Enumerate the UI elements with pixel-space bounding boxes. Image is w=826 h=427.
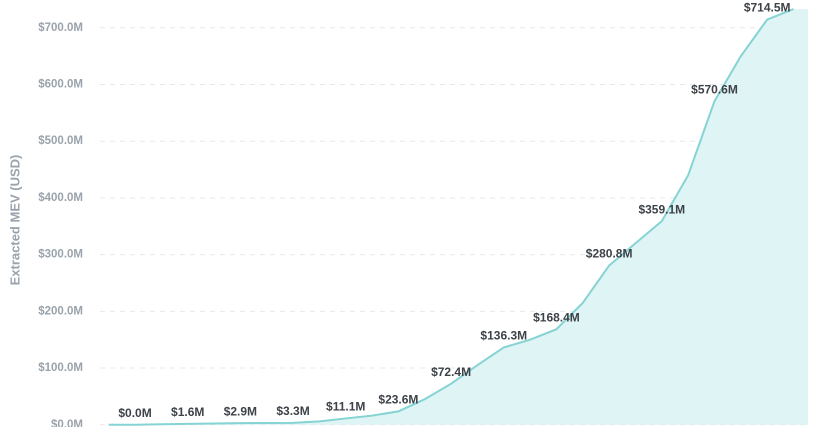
y-tick-label: $600.0M: [38, 79, 83, 91]
value-label: $1.6M: [171, 405, 204, 419]
value-label: $570.6M: [691, 82, 738, 96]
value-label: $2.9M: [224, 404, 257, 418]
value-label: $3.3M: [276, 404, 309, 418]
value-label: $359.1M: [638, 202, 685, 216]
value-label: $714.5M: [744, 1, 791, 15]
y-tick-label: $300.0M: [38, 249, 83, 261]
value-label: $11.1M: [326, 400, 365, 414]
y-tick-label: $400.0M: [38, 192, 83, 204]
y-tick-label: $200.0M: [38, 305, 83, 317]
area-line: [108, 8, 794, 426]
y-axis-title: Extracted MEV (USD): [7, 155, 22, 286]
y-tick-label: $0.0M: [51, 419, 83, 427]
y-tick-label: $100.0M: [38, 362, 83, 374]
value-label: $72.4M: [431, 365, 471, 379]
area-fill: [108, 9, 809, 425]
y-tick-label: $500.0M: [38, 135, 83, 147]
value-label: $168.4M: [533, 310, 580, 324]
value-label: $23.6M: [378, 393, 418, 407]
value-label: $0.0M: [118, 406, 151, 420]
y-tick-label: $700.0M: [38, 22, 83, 34]
value-label: $280.8M: [586, 247, 633, 261]
value-label: $136.3M: [480, 329, 527, 343]
